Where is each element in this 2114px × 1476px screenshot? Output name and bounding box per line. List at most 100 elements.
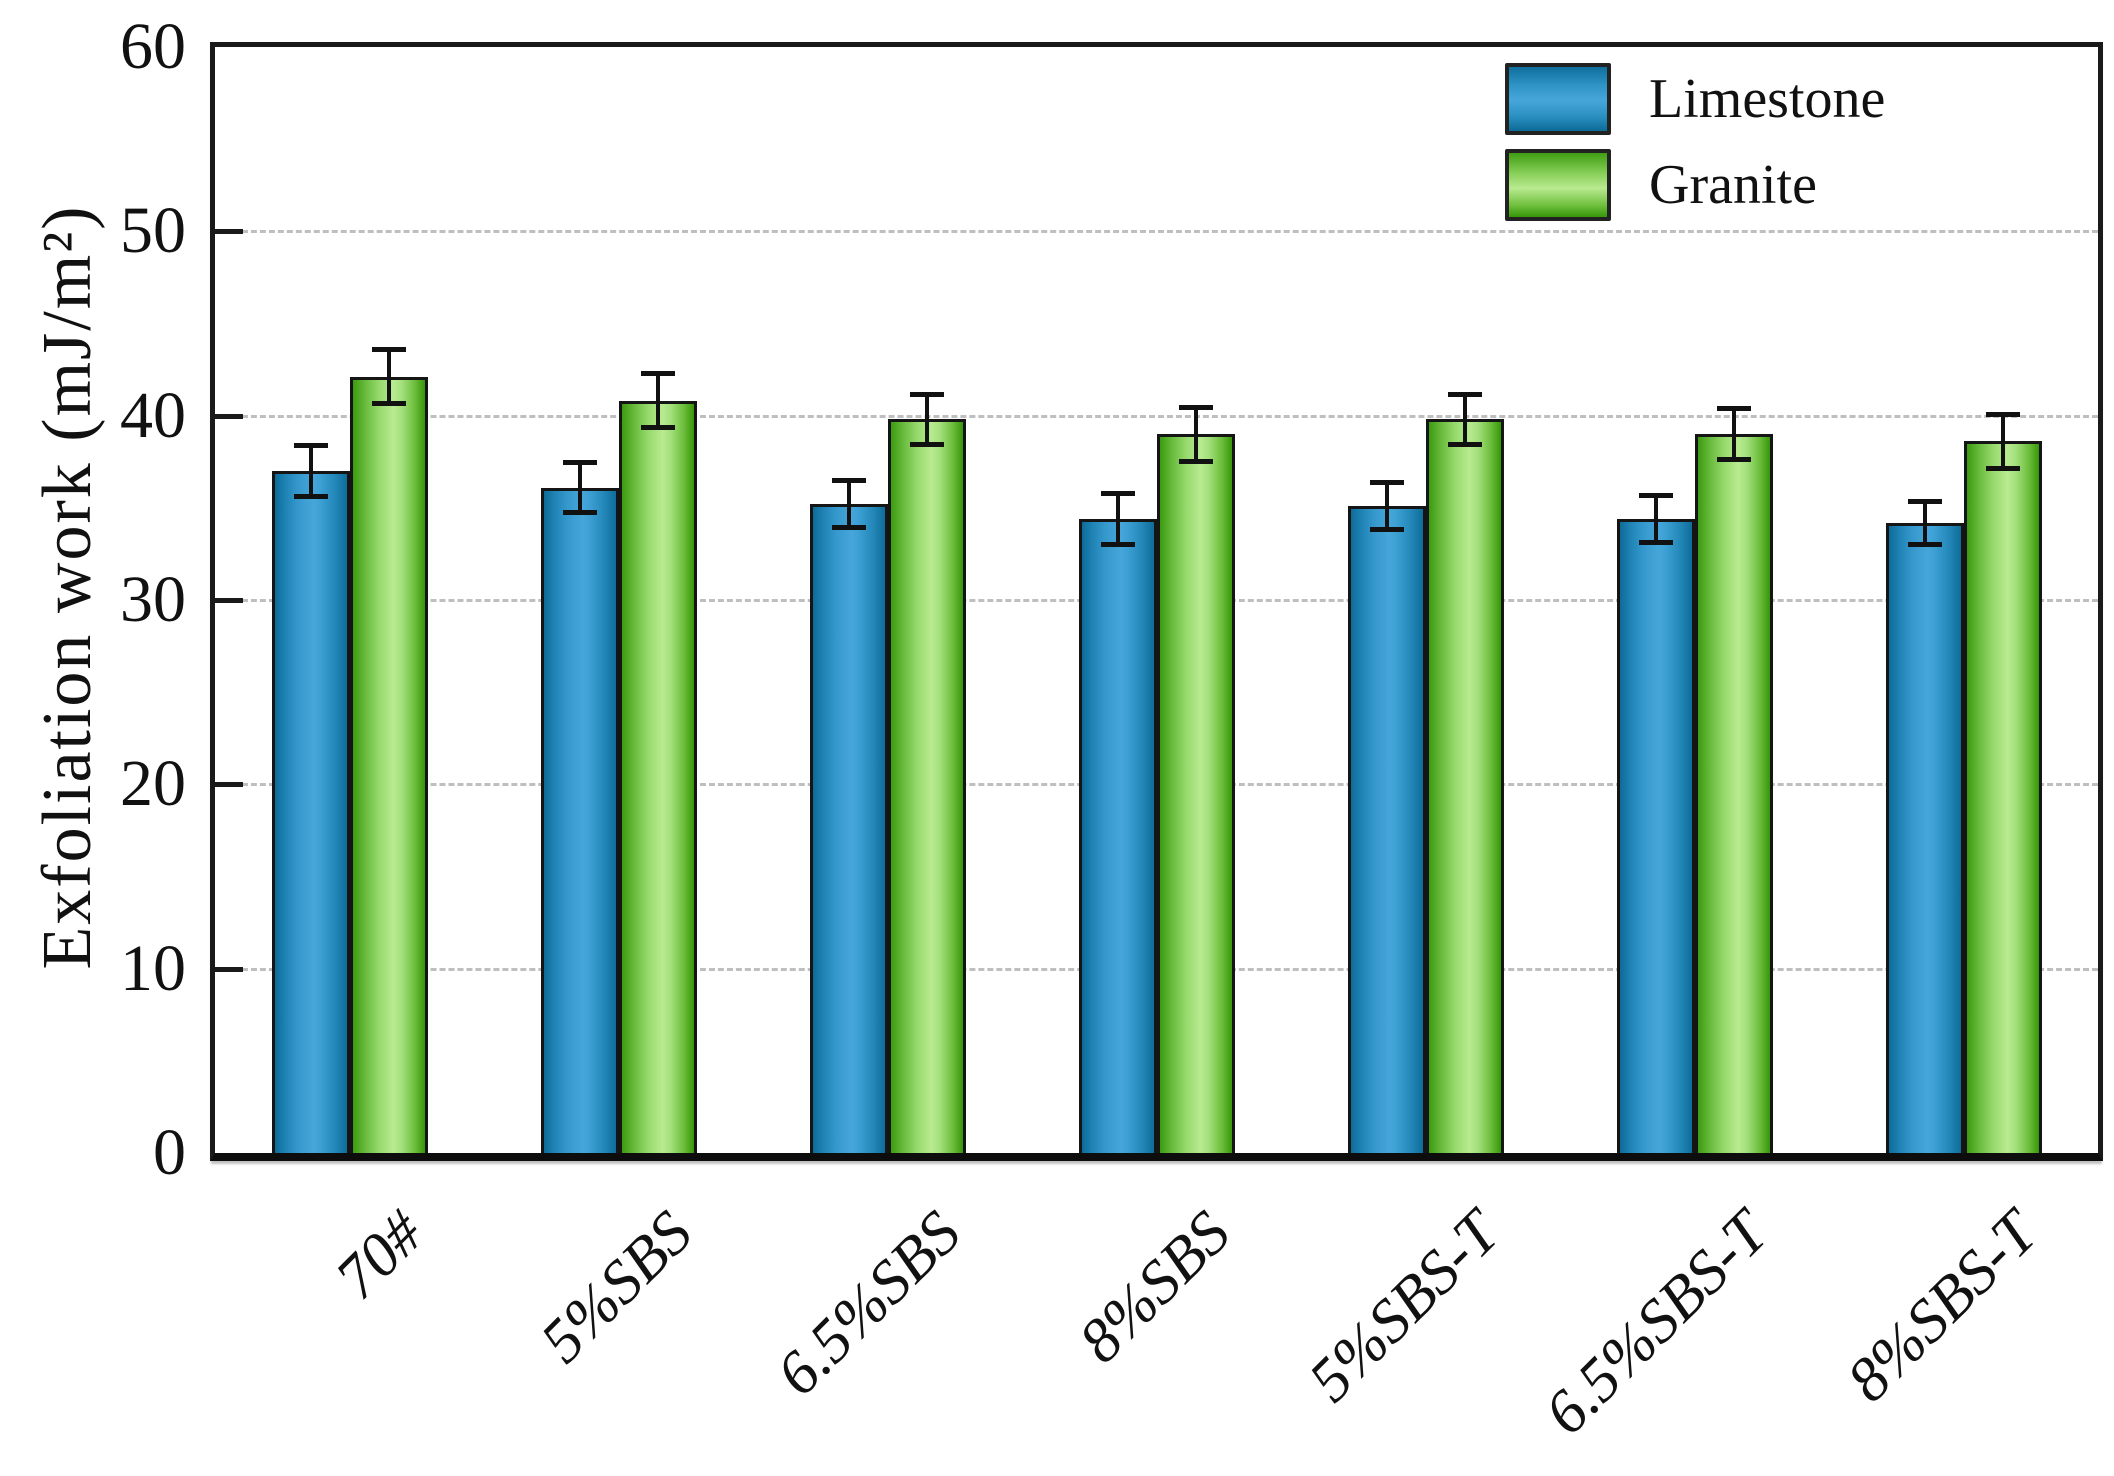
plot-area: Limestone Granite	[210, 42, 2103, 1161]
y-tick-label-50: 50	[120, 194, 186, 268]
y-tick-label-20: 20	[120, 747, 186, 821]
error-line	[1115, 491, 1120, 547]
y-tick-50	[215, 229, 243, 235]
error-bar-limestone-3	[1100, 491, 1135, 547]
error-line	[1384, 480, 1389, 532]
error-line	[1922, 498, 1927, 547]
error-cap-top	[909, 391, 944, 397]
error-cap-top	[1638, 493, 1673, 499]
error-cap-bottom	[831, 524, 866, 530]
bar-limestone-6	[1885, 522, 1964, 1153]
legend-swatch-granite	[1505, 149, 1611, 221]
error-line	[924, 391, 929, 447]
error-bar-limestone-1	[562, 459, 597, 516]
error-cap-bottom	[640, 425, 675, 431]
y-tick-30	[215, 598, 243, 603]
legend-item-granite: Granite	[1505, 149, 1885, 221]
error-cap-top	[1716, 406, 1751, 412]
error-bar-granite-6	[1985, 411, 2020, 471]
error-cap-bottom	[1178, 458, 1213, 464]
error-bar-granite-2	[909, 391, 944, 447]
error-cap-top	[831, 478, 866, 484]
error-line	[308, 443, 313, 499]
error-cap-top	[1100, 491, 1135, 497]
error-bar-granite-5	[1716, 406, 1751, 462]
error-bar-limestone-2	[831, 478, 866, 530]
legend-item-limestone: Limestone	[1505, 63, 1885, 135]
error-cap-bottom	[1369, 526, 1404, 532]
legend-label-limestone: Limestone	[1649, 68, 1886, 130]
bar-granite-2	[887, 419, 966, 1153]
legend-swatch-limestone	[1505, 63, 1611, 135]
error-bar-limestone-4	[1369, 480, 1404, 532]
error-line	[2000, 411, 2005, 471]
error-bar-limestone-5	[1638, 493, 1673, 545]
error-cap-top	[371, 347, 406, 353]
error-bar-limestone-6	[1907, 498, 1942, 547]
x-label-1: 5%SBS	[528, 1198, 706, 1376]
error-line	[1731, 406, 1736, 462]
y-tick-10	[215, 966, 243, 972]
legend-label-granite: Granite	[1649, 154, 1817, 216]
error-cap-top	[293, 443, 328, 449]
error-cap-bottom	[1100, 541, 1135, 547]
error-line	[1653, 493, 1658, 545]
error-line	[655, 371, 660, 431]
error-bar-granite-1	[640, 371, 675, 431]
error-cap-top	[1447, 391, 1482, 397]
error-cap-bottom	[1638, 539, 1673, 545]
error-bar-granite-0	[371, 347, 406, 407]
error-cap-bottom	[371, 401, 406, 407]
y-tick-label-30: 30	[120, 563, 186, 636]
error-line	[846, 478, 851, 530]
error-cap-bottom	[562, 510, 597, 516]
error-cap-top	[1369, 480, 1404, 486]
error-bar-granite-3	[1178, 404, 1213, 464]
error-cap-bottom	[1716, 456, 1751, 462]
y-tick-label-60: 60	[120, 10, 186, 83]
error-cap-bottom	[293, 493, 328, 499]
y-tick-label-40: 40	[120, 378, 186, 452]
x-label-6: 8%SBS-T	[1834, 1198, 2051, 1415]
error-bar-granite-4	[1447, 391, 1482, 447]
error-cap-bottom	[1447, 442, 1482, 447]
error-cap-bottom	[909, 442, 944, 447]
gridline-y-40	[215, 414, 2098, 418]
bar-granite-3	[1156, 434, 1235, 1153]
error-cap-bottom	[1907, 541, 1942, 547]
y-tick-40	[215, 413, 243, 419]
bar-limestone-1	[540, 487, 619, 1153]
y-tick-label-0: 0	[153, 1116, 186, 1189]
bar-granite-5	[1694, 434, 1773, 1153]
bar-limestone-0	[271, 470, 350, 1153]
error-cap-top	[562, 459, 597, 465]
x-label-2: 6.5%SBS	[764, 1198, 975, 1409]
gridline-y-50	[215, 230, 2098, 234]
error-line	[1193, 404, 1198, 464]
error-line	[1462, 391, 1467, 447]
y-tick-label-10: 10	[120, 931, 186, 1005]
x-label-0: 70#	[322, 1198, 437, 1313]
bar-limestone-2	[809, 504, 888, 1153]
error-cap-top	[640, 371, 675, 377]
x-label-5: 6.5%SBS-T	[1532, 1198, 1782, 1448]
error-cap-top	[1178, 404, 1213, 410]
bar-limestone-5	[1616, 518, 1695, 1153]
error-cap-bottom	[1985, 465, 2020, 471]
error-bar-limestone-0	[293, 443, 328, 499]
bar-limestone-4	[1347, 506, 1426, 1153]
error-line	[577, 459, 582, 516]
x-label-4: 5%SBS-T	[1296, 1198, 1513, 1415]
bar-granite-4	[1425, 419, 1504, 1153]
y-tick-20	[215, 782, 243, 788]
bar-granite-6	[1963, 441, 2042, 1153]
error-cap-top	[1907, 498, 1942, 504]
error-cap-top	[1985, 411, 2020, 417]
error-line	[386, 347, 391, 407]
bar-granite-0	[349, 376, 428, 1153]
legend: Limestone Granite	[1505, 63, 1885, 235]
bar-limestone-3	[1078, 518, 1157, 1153]
bar-granite-1	[618, 400, 697, 1153]
x-label-3: 8%SBS	[1066, 1198, 1244, 1376]
